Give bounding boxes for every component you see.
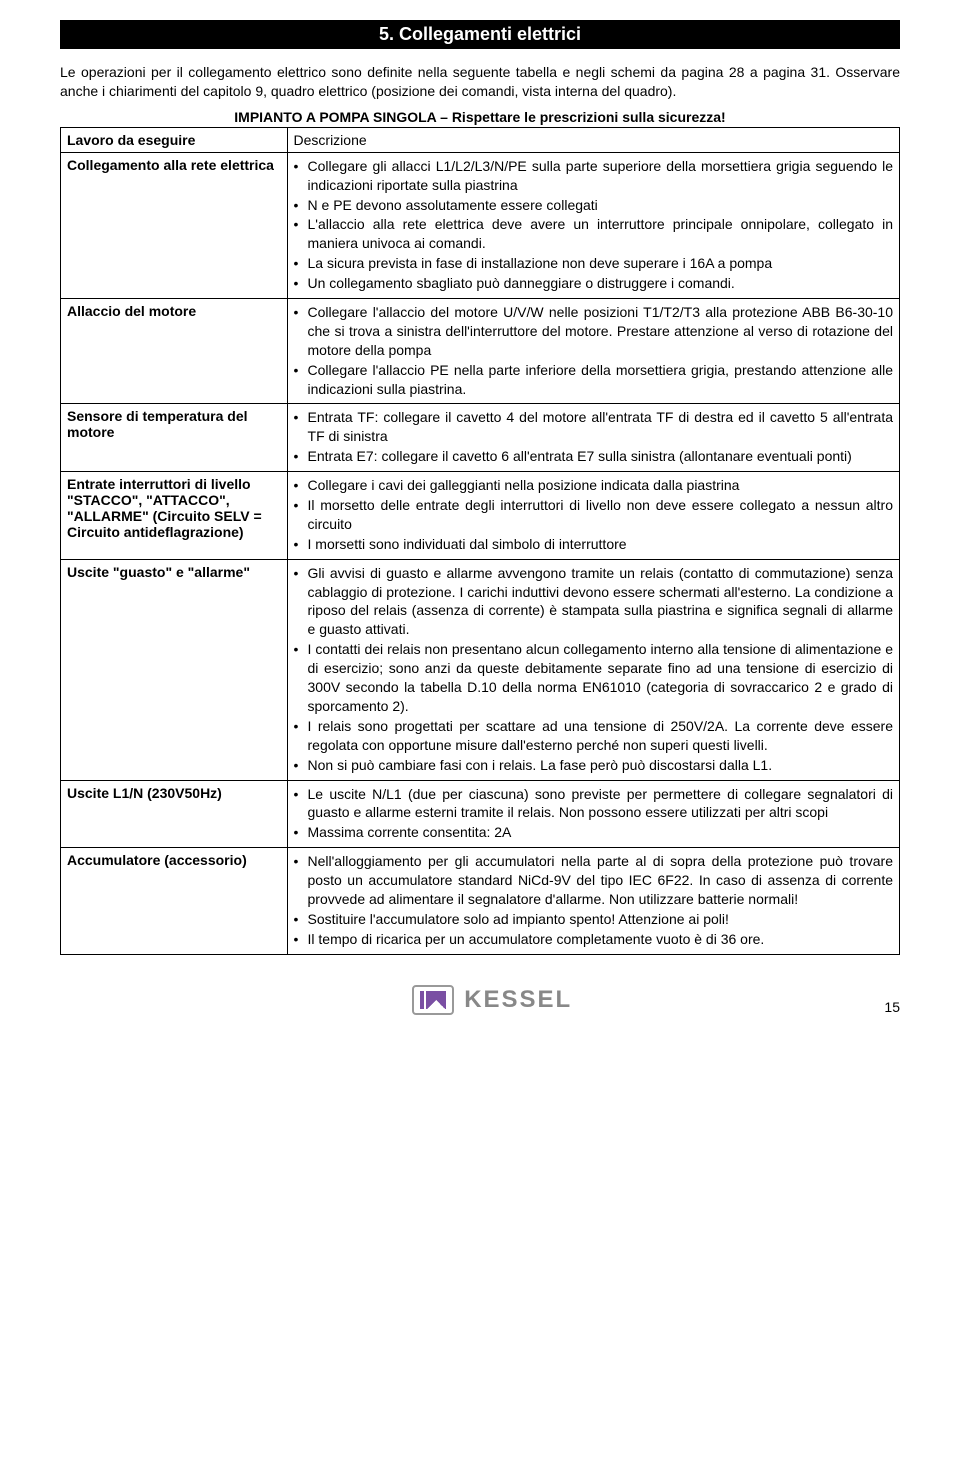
bullet-item: Sostituire l'accumulatore solo ad impian…	[294, 910, 893, 929]
bullet-item: La sicura prevista in fase di installazi…	[294, 254, 893, 273]
bullet-item: Collegare i cavi dei galleggianti nella …	[294, 476, 893, 495]
bullet-item: Massima corrente consentita: 2A	[294, 823, 893, 842]
bullet-item: L'allaccio alla rete elettrica deve aver…	[294, 215, 893, 253]
bullet-item: Nell'alloggiamento per gli accumulatori …	[294, 852, 893, 909]
section-header: 5. Collegamenti elettrici	[60, 20, 900, 49]
bullet-item: N e PE devono assolutamente essere colle…	[294, 196, 893, 215]
intro-paragraph: Le operazioni per il collegamento elettr…	[60, 63, 900, 101]
row-description: Gli avvisi di guasto e allarme avvengono…	[287, 559, 899, 780]
table-row: Collegamento alla rete elettricaCollegar…	[61, 152, 900, 298]
intro-subtitle: IMPIANTO A POMPA SINGOLA – Rispettare le…	[60, 109, 900, 125]
row-label: Uscite "guasto" e "allarme"	[61, 559, 288, 780]
row-label: Entrate interruttori di livello "STACCO"…	[61, 472, 288, 560]
bullet-item: Il morsetto delle entrate degli interrut…	[294, 496, 893, 534]
page-footer: KESSEL 15	[60, 985, 900, 1015]
table-row: Allaccio del motoreCollegare l'allaccio …	[61, 299, 900, 404]
table-row: Sensore di temperatura del motoreEntrata…	[61, 404, 900, 472]
table-row: Accumulatore (accessorio)Nell'alloggiame…	[61, 848, 900, 954]
row-description: Le uscite N/L1 (due per ciascuna) sono p…	[287, 780, 899, 848]
row-label: Allaccio del motore	[61, 299, 288, 404]
kessel-logo-icon	[412, 985, 454, 1015]
bullet-item: Il tempo di ricarica per un accumulatore…	[294, 930, 893, 949]
kessel-logo-text: KESSEL	[464, 986, 572, 1014]
page-number: 15	[884, 999, 900, 1015]
bullet-item: Entrata TF: collegare il cavetto 4 del m…	[294, 408, 893, 446]
row-label: Collegamento alla rete elettrica	[61, 152, 288, 298]
row-description: Nell'alloggiamento per gli accumulatori …	[287, 848, 899, 954]
col-header-right: Descrizione	[287, 127, 899, 152]
bullet-item: Un collegamento sbagliato può danneggiar…	[294, 274, 893, 293]
bullet-item: I morsetti sono individuati dal simbolo …	[294, 535, 893, 554]
row-description: Collegare l'allaccio del motore U/V/W ne…	[287, 299, 899, 404]
bullet-item: Gli avvisi di guasto e allarme avvengono…	[294, 564, 893, 640]
bullet-item: I relais sono progettati per scattare ad…	[294, 717, 893, 755]
connections-table: Lavoro da eseguire Descrizione Collegame…	[60, 127, 900, 955]
table-row: Entrate interruttori di livello "STACCO"…	[61, 472, 900, 560]
brand-logo: KESSEL	[412, 985, 572, 1015]
table-row: Uscite "guasto" e "allarme"Gli avvisi di…	[61, 559, 900, 780]
row-label: Uscite L1/N (230V50Hz)	[61, 780, 288, 848]
bullet-item: Non si può cambiare fasi con i relais. L…	[294, 756, 893, 775]
table-row: Uscite L1/N (230V50Hz)Le uscite N/L1 (du…	[61, 780, 900, 848]
row-description: Collegare i cavi dei galleggianti nella …	[287, 472, 899, 560]
col-header-left: Lavoro da eseguire	[61, 127, 288, 152]
row-description: Collegare gli allacci L1/L2/L3/N/PE sull…	[287, 152, 899, 298]
bullet-item: I contatti dei relais non presentano alc…	[294, 640, 893, 716]
bullet-item: Collegare l'allaccio del motore U/V/W ne…	[294, 303, 893, 360]
bullet-item: Collegare l'allaccio PE nella parte infe…	[294, 361, 893, 399]
bullet-item: Collegare gli allacci L1/L2/L3/N/PE sull…	[294, 157, 893, 195]
row-label: Sensore di temperatura del motore	[61, 404, 288, 472]
row-description: Entrata TF: collegare il cavetto 4 del m…	[287, 404, 899, 472]
row-label: Accumulatore (accessorio)	[61, 848, 288, 954]
bullet-item: Entrata E7: collegare il cavetto 6 all'e…	[294, 447, 893, 466]
table-header-row: Lavoro da eseguire Descrizione	[61, 127, 900, 152]
bullet-item: Le uscite N/L1 (due per ciascuna) sono p…	[294, 785, 893, 823]
